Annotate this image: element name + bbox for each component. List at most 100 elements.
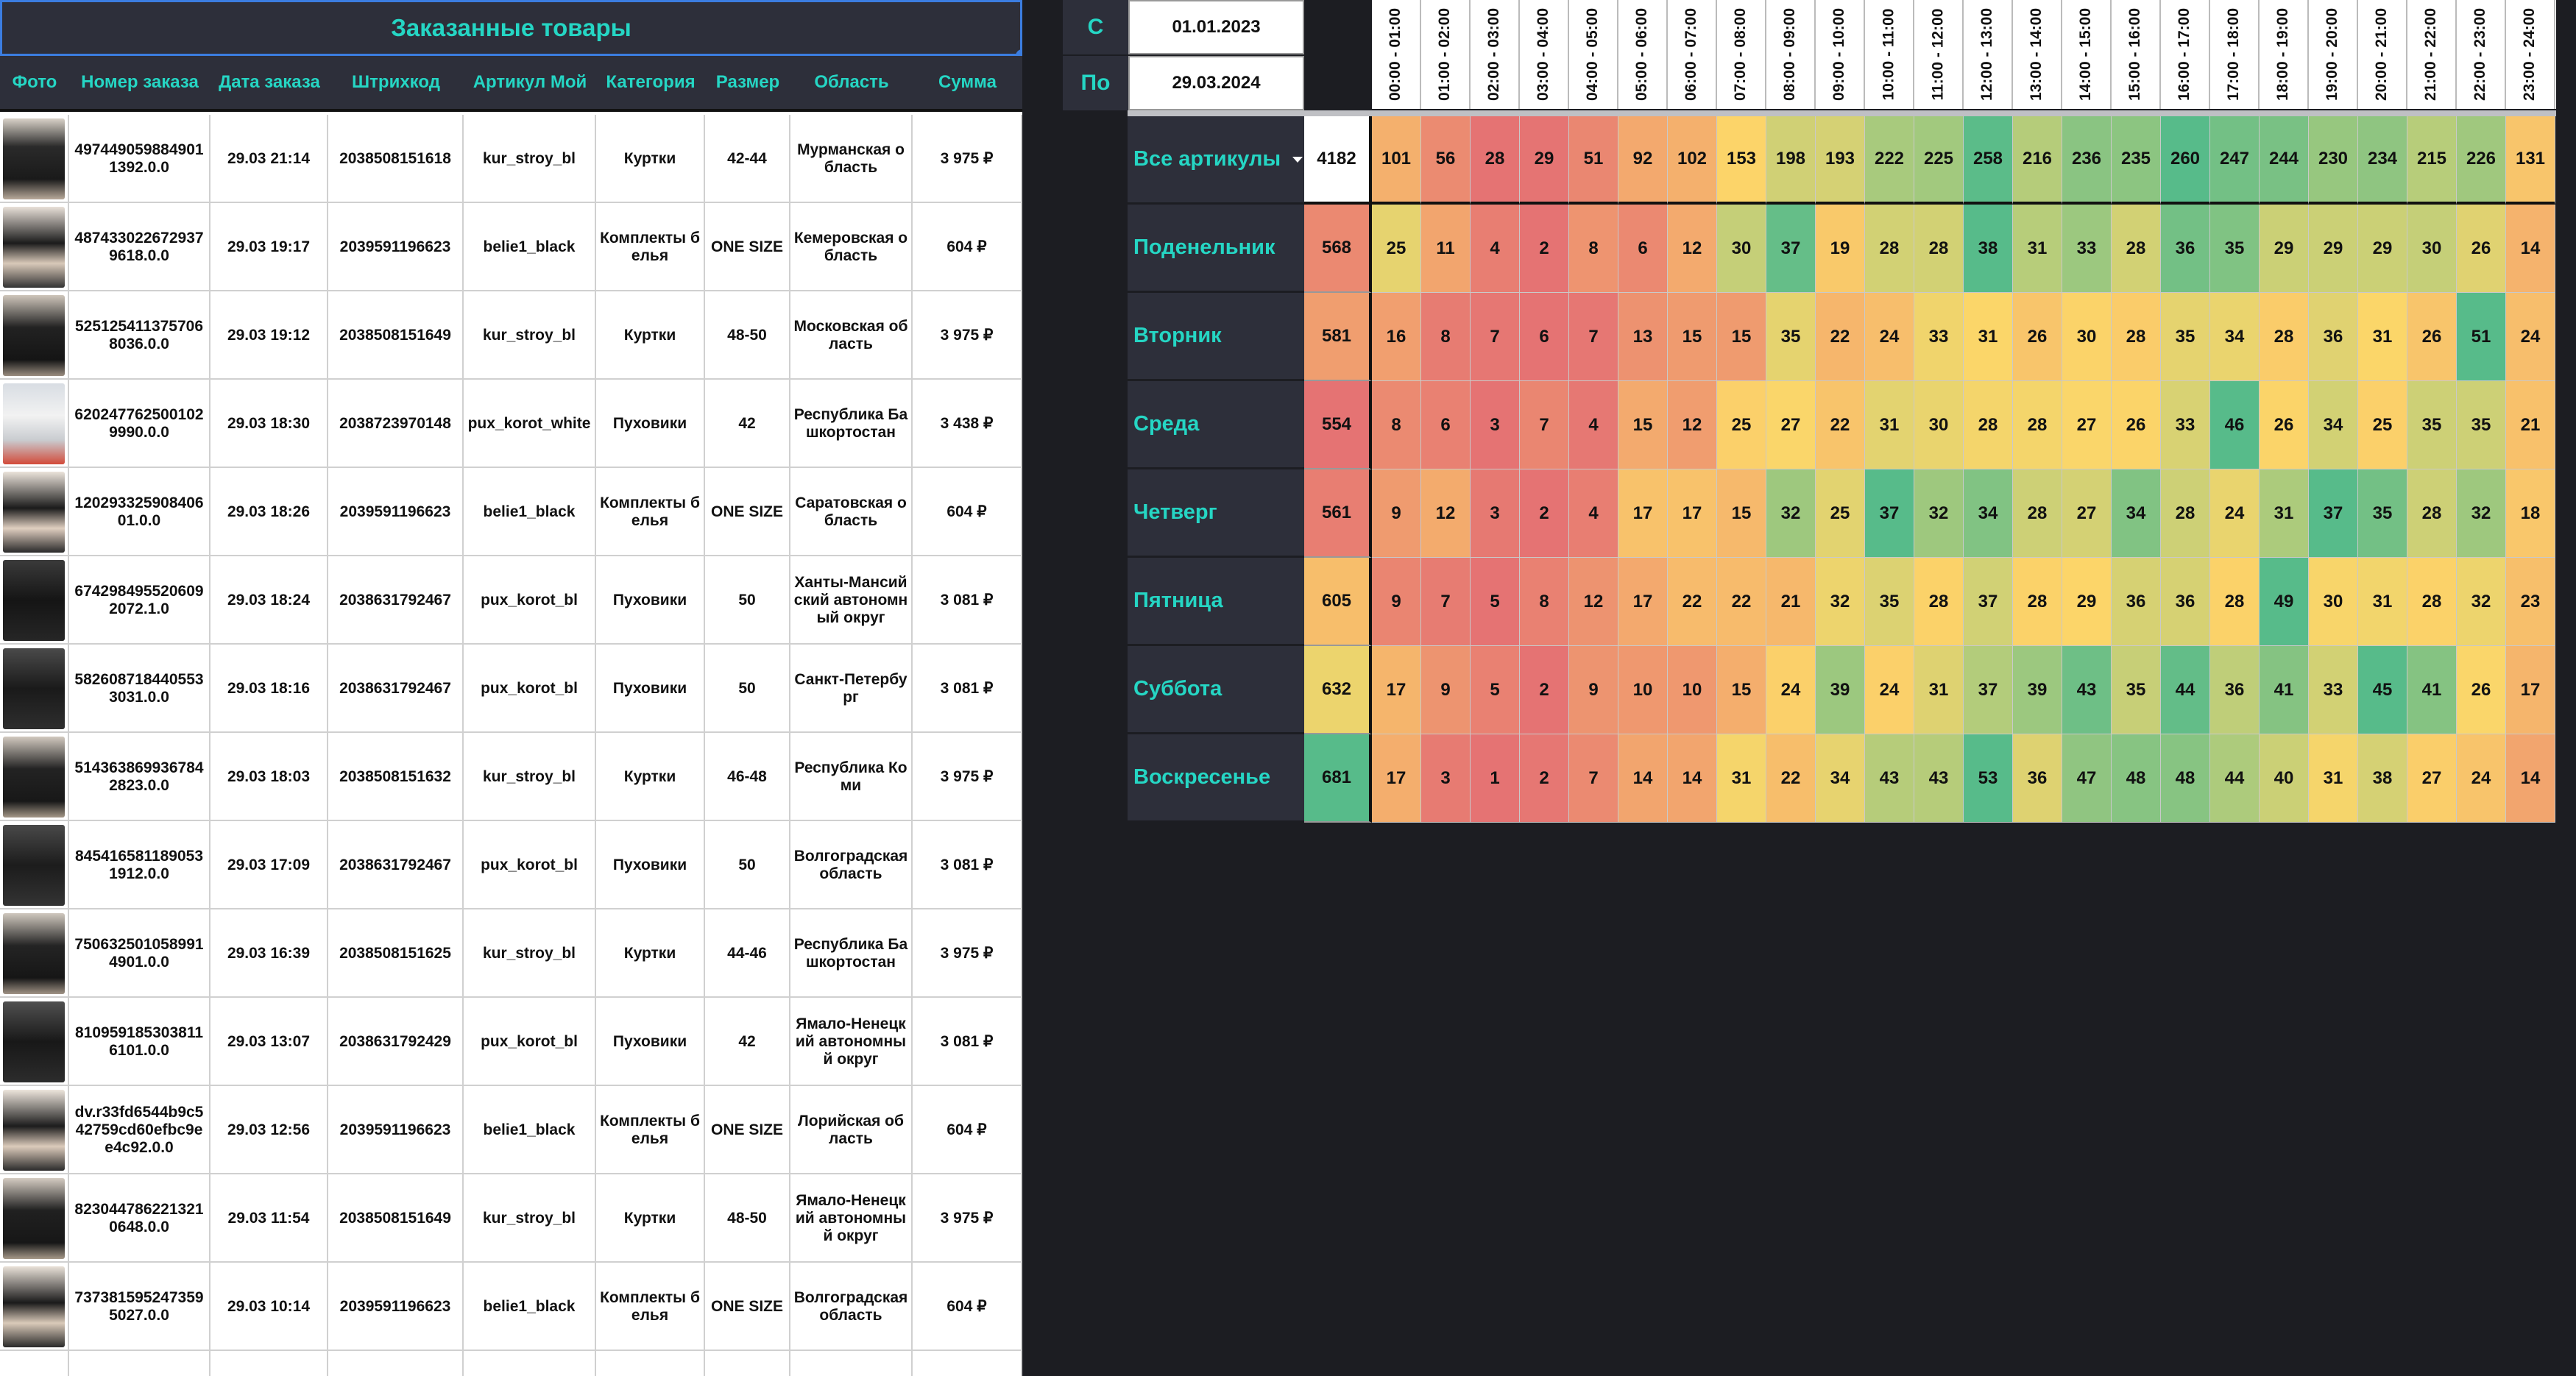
- column-header-category[interactable]: Категория: [606, 72, 696, 92]
- order-cell-region: Московская область: [790, 291, 913, 380]
- order-row[interactable]: 4974490598849011392.0.0 29.03 21:14 203850…: [0, 115, 1022, 203]
- heatmap-cell: 153: [1717, 116, 1766, 205]
- order-row[interactable]: 12029332590840601.0.0 29.03 18:26 20395911…: [0, 468, 1022, 556]
- order-cell-barcode: 2039591196623: [328, 468, 464, 556]
- hour-header: 12:00 - 13:00: [1964, 0, 2013, 109]
- order-row[interactable]: 4874330226729379618.0.0 29.03 19:17 203959…: [0, 203, 1022, 291]
- product-photo[interactable]: [3, 1001, 65, 1082]
- heatmap-row-day: Воскресенье 681 17 3 1 2 7 14 14 31 22 34 43 43 53 36 47…: [1128, 734, 2556, 823]
- row-total: 554: [1304, 381, 1372, 469]
- heatmap-cell: 33: [1914, 293, 1964, 381]
- product-photo[interactable]: [3, 648, 65, 729]
- column-header-sum[interactable]: Сумма: [938, 72, 997, 92]
- heatmap-cell: 24: [1766, 646, 1816, 734]
- hour-header: 15:00 - 16:00: [2112, 0, 2161, 109]
- column-header-barcode[interactable]: Штрихкод: [352, 72, 440, 92]
- order-cell-barcode: 2038631792467: [328, 556, 464, 645]
- heatmap-cell: 43: [2062, 646, 2112, 734]
- heatmap-cell: 29: [2062, 558, 2112, 646]
- product-photo[interactable]: [3, 383, 65, 464]
- order-row[interactable]: 5251254113757068036.0.0 29.03 19:12 203850…: [0, 291, 1022, 380]
- heatmap-cell: 30: [1717, 205, 1766, 293]
- hour-header: 23:00 - 24:00: [2506, 0, 2555, 109]
- heatmap-cell: 31: [2260, 469, 2309, 558]
- article-filter-dropdown[interactable]: Все артикулы: [1128, 116, 1304, 205]
- orders-title-text: Заказанные товары: [391, 14, 631, 41]
- column-header-photo[interactable]: Фото: [12, 72, 57, 92]
- column-header-region[interactable]: Область: [814, 72, 889, 92]
- date-to-field[interactable]: 29.03.2024: [1128, 56, 1304, 110]
- product-photo[interactable]: [3, 295, 65, 376]
- heatmap-cell: 247: [2210, 116, 2260, 205]
- heatmap-cell: 12: [1569, 558, 1618, 646]
- order-row[interactable]: 6202477625001029990.0.0 29.03 18:30 203872…: [0, 380, 1022, 468]
- hour-label: 08:00 - 09:00: [1781, 7, 1799, 102]
- order-cell-category: Куртки: [596, 1174, 705, 1263]
- order-cell-date: 29.03 11:54: [210, 1174, 328, 1263]
- order-row[interactable]: 7506325010589914901.0.0 29.03 16:39 203850…: [0, 909, 1022, 998]
- heatmap-cell: 27: [1766, 381, 1816, 469]
- order-row[interactable]: 5826087184405533031.0.0 29.03 18:16 203863…: [0, 645, 1022, 733]
- heatmap-cell: 24: [2506, 293, 2555, 381]
- hour-header: 01:00 - 02:00: [1421, 0, 1471, 109]
- weekday-label: Пятница: [1128, 558, 1304, 646]
- order-row[interactable]: 8454165811890531912.0.0 29.03 17:09 203863…: [0, 821, 1022, 909]
- product-photo[interactable]: [3, 1178, 65, 1259]
- heatmap-cell: 33: [2062, 205, 2112, 293]
- order-cell-sum: 3 975 ₽: [913, 115, 1022, 203]
- heatmap-cell: 29: [1520, 116, 1569, 205]
- column-header-order[interactable]: Номер заказа: [81, 72, 199, 92]
- product-photo[interactable]: [3, 207, 65, 288]
- heatmap-cell: 1: [1471, 734, 1520, 823]
- heatmap-cell: 19: [1816, 205, 1865, 293]
- heatmap-cell: 35: [2358, 469, 2407, 558]
- row-label-text: Среда: [1133, 412, 1200, 436]
- product-photo[interactable]: [3, 560, 65, 641]
- heatmap-cell: 29: [2309, 205, 2358, 293]
- product-photo[interactable]: [3, 1266, 65, 1347]
- order-cell-sum: 3 975 ₽: [913, 733, 1022, 821]
- heatmap-cell: 22: [1816, 381, 1865, 469]
- order-cell-category: Пуховики: [596, 380, 705, 468]
- heatmap-cell: 14: [1618, 734, 1668, 823]
- hour-label: 04:00 - 05:00: [1584, 7, 1602, 102]
- row-label-text: Воскресенье: [1133, 765, 1271, 789]
- date-from-field[interactable]: 01.01.2023: [1128, 0, 1304, 54]
- order-cell-date: 29.03 16:39: [210, 909, 328, 998]
- heatmap-cell: 46: [2210, 381, 2260, 469]
- product-photo[interactable]: [3, 1090, 65, 1171]
- order-cell-size: 48-50: [705, 291, 790, 380]
- order-row[interactable]: 5143638699367842823.0.0 29.03 18:03 203850…: [0, 733, 1022, 821]
- chevron-down-icon[interactable]: [1292, 156, 1303, 163]
- order-row[interactable]: 7373815952473595027.0.0 29.03 10:14 203959…: [0, 1263, 1022, 1351]
- product-photo[interactable]: [3, 118, 65, 199]
- row-total: 605: [1304, 558, 1372, 646]
- heatmap-cell: 7: [1520, 381, 1569, 469]
- order-row[interactable]: 8230447862213210648.0.0 29.03 11:54 203850…: [0, 1174, 1022, 1263]
- weekday-label: Суббота: [1128, 646, 1304, 734]
- heatmap-cell: 38: [1964, 205, 2013, 293]
- product-photo[interactable]: [3, 825, 65, 906]
- heatmap-cell: 8: [1421, 293, 1471, 381]
- heatmap-cell: 28: [1471, 116, 1520, 205]
- hour-header: 22:00 - 23:00: [2457, 0, 2506, 109]
- heatmap-cell: 28: [2161, 469, 2210, 558]
- column-header-date[interactable]: Дата заказа: [219, 72, 320, 92]
- product-photo[interactable]: [3, 913, 65, 994]
- column-header-article[interactable]: Артикул Мой: [473, 72, 587, 92]
- heatmap-cell: 28: [2112, 293, 2161, 381]
- hour-label: 13:00 - 14:00: [2028, 7, 2045, 102]
- order-row[interactable]: dv.r33fd6544b9c542759cd60efbc9ee4c92.0.0…: [0, 1086, 1022, 1174]
- heatmap-cell: 22: [1717, 558, 1766, 646]
- product-photo[interactable]: [3, 737, 65, 818]
- order-row[interactable]: 6742984955206092072.1.0 29.03 18:24 203863…: [0, 556, 1022, 645]
- orders-table: Заказанные товары Фото Номер заказа Дата з…: [0, 0, 1022, 1376]
- weekday-label: Четверг: [1128, 469, 1304, 558]
- order-row[interactable]: 8109591853038116101.0.0 29.03 13:07 203863…: [0, 998, 1022, 1086]
- product-photo[interactable]: [3, 472, 65, 553]
- heatmap-cell: 15: [1668, 293, 1717, 381]
- hour-label: 02:00 - 03:00: [1485, 7, 1503, 102]
- heatmap-cell: 37: [2309, 469, 2358, 558]
- column-header-size[interactable]: Размер: [715, 72, 780, 92]
- order-cell-empty: [596, 1351, 705, 1376]
